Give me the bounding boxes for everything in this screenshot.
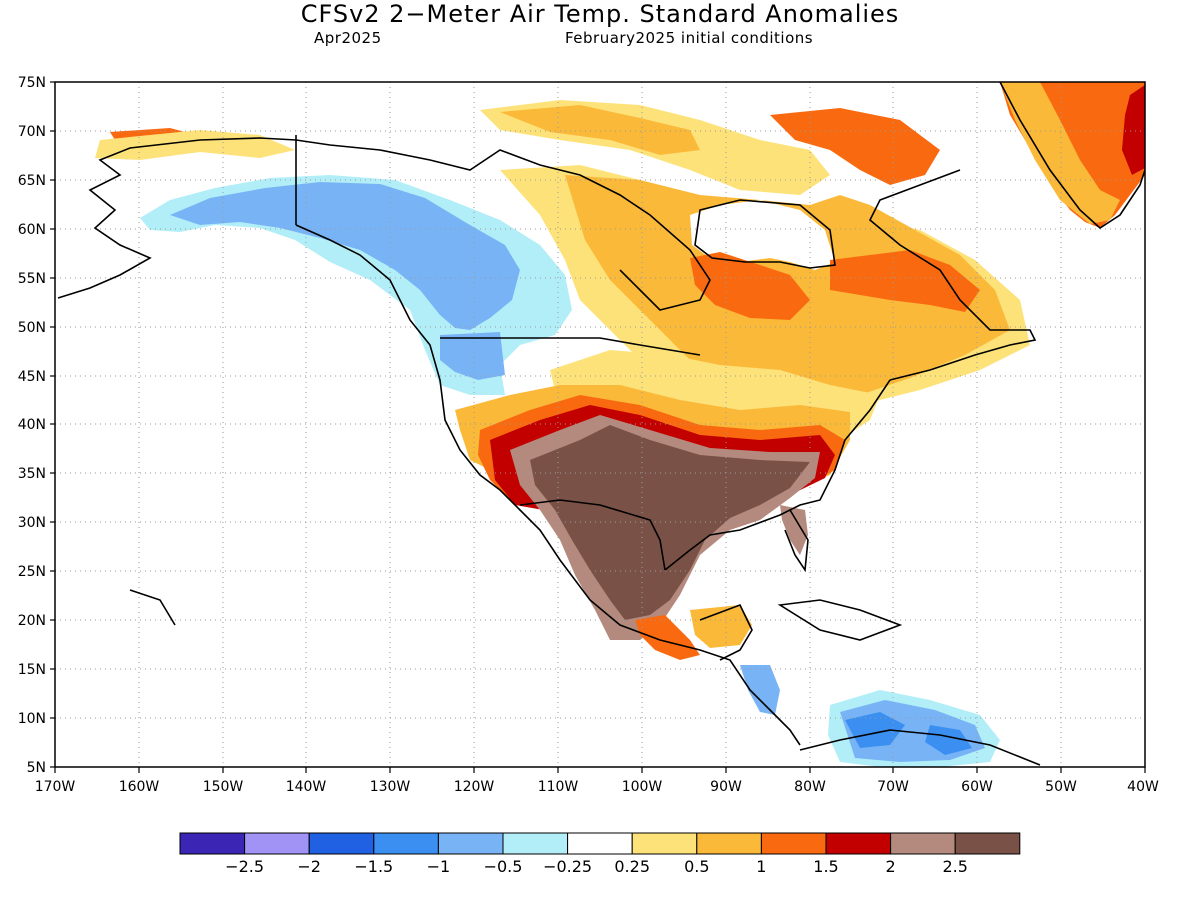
greenland-field-edge <box>1000 82 1120 224</box>
lat-label: 35N <box>18 466 46 482</box>
colorbar-label: −2.5 <box>225 857 264 876</box>
lat-label: 55N <box>18 271 46 287</box>
colorbar-swatch <box>502 832 569 855</box>
lon-label: 70W <box>877 779 909 795</box>
lat-label: 15N <box>18 662 46 678</box>
colorbar-label: −2 <box>297 857 321 876</box>
lat-label: 10N <box>18 711 46 727</box>
lon-label: 150W <box>203 779 244 795</box>
northern-islands-red <box>770 108 940 185</box>
colorbar-label: −0.25 <box>543 857 592 876</box>
colorbar-swatch <box>890 832 956 855</box>
valid-month: Apr2025 <box>314 29 382 47</box>
lat-label: 25N <box>18 564 46 580</box>
colorbar-label: 2 <box>886 857 896 876</box>
colorbar-label: −1.5 <box>354 857 393 876</box>
yucatan-warm <box>690 605 752 648</box>
northwest-us-cool <box>440 332 505 380</box>
colorbar-label: 1 <box>756 857 766 876</box>
lon-label: 160W <box>119 779 160 795</box>
graticule <box>55 82 1145 767</box>
lat-label: 65N <box>18 173 46 189</box>
lat-label: 20N <box>18 613 46 629</box>
venezuela-cool-strong <box>845 712 972 755</box>
colorbar-swatch <box>696 832 762 855</box>
colorbar-swatch <box>308 832 375 855</box>
arctic-islands-orange <box>500 105 700 155</box>
lat-label: 50N <box>18 320 46 336</box>
lon-label: 130W <box>370 779 411 795</box>
colorbar-swatch <box>437 832 504 855</box>
greenland-field-peak <box>1122 85 1145 175</box>
colorbar-swatch <box>825 832 892 855</box>
florida-warm <box>780 505 808 555</box>
colorbar-swatch <box>373 832 439 855</box>
lat-label: 60N <box>18 222 46 238</box>
labrador-red <box>830 250 980 312</box>
alaska-north-coast-warm <box>95 130 295 160</box>
map-fields <box>95 82 1145 767</box>
lat-label: 30N <box>18 515 46 531</box>
colorbar-swatch <box>567 832 633 855</box>
ontario-red <box>690 252 810 320</box>
central-america-cool <box>740 665 780 715</box>
lon-label: 100W <box>622 779 663 795</box>
lon-label: 40W <box>1127 779 1159 795</box>
lon-label: 50W <box>1045 779 1077 795</box>
chart-title: CFSv2 2−Meter Air Temp. Standard Anomali… <box>300 0 900 28</box>
lon-label: 110W <box>538 779 579 795</box>
colorbar-label: −0.5 <box>484 857 523 876</box>
colorbar-label: 0.5 <box>684 857 709 876</box>
colorbar: −2.5 −2 −1.5 −1 −0.5 −0.25 0.25 0.5 1 1.5 2 2.5 <box>179 832 1021 876</box>
lat-label: 5N <box>27 760 46 776</box>
lon-label: 140W <box>286 779 327 795</box>
colorbar-label: 1.5 <box>813 857 838 876</box>
coastlines <box>57 82 1145 766</box>
mexico-south-red <box>635 615 700 660</box>
lon-label: 170W <box>35 779 76 795</box>
lon-label: 90W <box>710 779 742 795</box>
colorbar-swatch <box>631 832 698 855</box>
colorbar-swatch <box>954 832 1021 855</box>
tick-marks <box>50 81 1146 773</box>
colorbar-label: 0.25 <box>614 857 650 876</box>
colorbar-swatch <box>179 832 246 855</box>
colorbar-label: 2.5 <box>942 857 967 876</box>
lon-label: 60W <box>961 779 993 795</box>
lat-label: 45N <box>18 369 46 385</box>
lat-labels: 75N 70N 65N 60N 55N 50N 45N 40N 35N 30N … <box>18 75 46 776</box>
colorbar-label: −1 <box>427 857 451 876</box>
colorbar-swatch <box>244 832 310 855</box>
lat-label: 70N <box>18 124 46 140</box>
colorbar-swatch <box>760 832 827 855</box>
lat-label: 75N <box>18 75 46 91</box>
initial-conditions: February2025 initial conditions <box>565 29 814 47</box>
lon-label: 80W <box>794 779 826 795</box>
lat-label: 40N <box>18 417 46 433</box>
lon-label: 120W <box>454 779 495 795</box>
lon-labels: 170W 160W 150W 140W 130W 120W 110W 100W … <box>35 779 1159 795</box>
alaska-cool-mid <box>170 182 520 330</box>
